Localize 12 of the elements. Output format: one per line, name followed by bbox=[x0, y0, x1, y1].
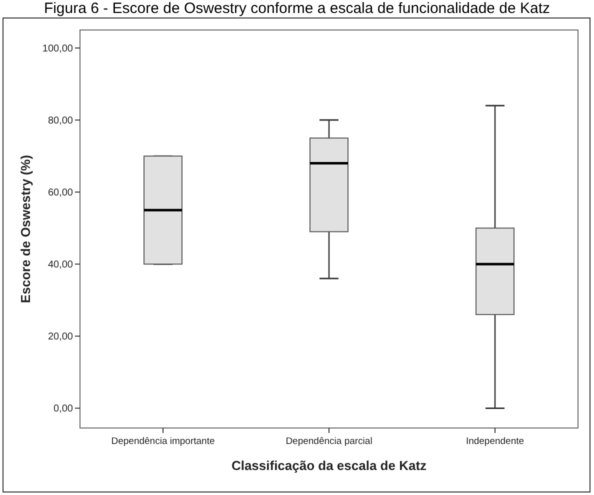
y-tick-label: 20,00 bbox=[48, 332, 74, 343]
x-tick-label: Dependência importante bbox=[111, 436, 215, 447]
y-tick-label: 40,00 bbox=[48, 260, 74, 271]
y-tick-label: 60,00 bbox=[48, 188, 74, 199]
x-tick-label: Dependência parcial bbox=[286, 436, 372, 447]
x-tick-label: Independente bbox=[466, 436, 524, 447]
y-tick-label: 100,00 bbox=[42, 44, 74, 55]
y-tick-label: 0,00 bbox=[54, 404, 74, 415]
y-axis-title: Escore de Oswestry (%) bbox=[18, 154, 33, 304]
x-axis-title: Classificação da escala de Katz bbox=[231, 458, 428, 473]
chart-title: Figura 6 - Escore de Oswestry conforme a escala de funcionalidade de Katz bbox=[44, 0, 550, 17]
y-tick-label: 80,00 bbox=[48, 116, 74, 127]
